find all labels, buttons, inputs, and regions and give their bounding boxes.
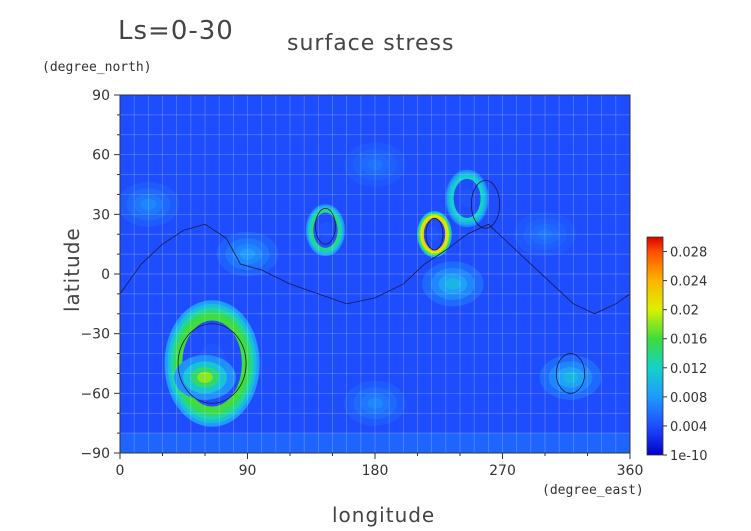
y-tick-label: −90 [80,446,110,462]
y-tick-label: 60 [92,148,110,164]
north-band-blob-3 [367,159,383,171]
hellas-ring-ring-4 [176,314,248,413]
olympus-contour [470,180,501,229]
y-axis-units: (degree_north) [42,60,152,75]
season-label: Ls=0-30 [118,16,234,46]
colorbar-tick-label: 1e-10 [670,449,708,464]
chart-title: surface stress [287,31,455,56]
colorbar-tick-label: 0.024 [670,275,707,290]
tharsis-contour [425,217,444,251]
south-polar-band-blob-3 [367,397,383,409]
tharsis-south-blob-3 [445,278,461,290]
tharsis-west-ring-4 [421,216,448,253]
x-tick-label: 90 [239,463,257,479]
colorbar-tick-label: 0.004 [670,420,707,435]
colorbar-tick-label: 0.016 [670,333,707,348]
colorbar-tick-label: 0.028 [670,246,707,261]
elysium-ring-ring-4 [310,210,341,251]
grid [120,95,630,453]
y-tick-label: 30 [92,207,110,223]
tharsis-north-center [460,189,474,208]
y-tick-label: −30 [80,327,110,343]
dichotomy-contour [120,223,630,315]
stress-field [120,95,630,453]
colorbar: 1e-10 0.004 0.008 0.012 0.016 0.02 0.024 0.028 [646,236,708,464]
axes: 0 90 180 270 360 −90 −60 −30 0 30 60 90 [80,88,643,479]
argyre-blob-3 [562,371,579,384]
x-tick-label: 180 [362,463,389,479]
arabia-blob-3 [140,198,157,210]
topography-contours [120,180,630,404]
colorbar-tick-label: 0.012 [670,362,707,377]
isidis-blob-3 [239,248,256,260]
elysium-contour [315,207,336,245]
x-tick-label: 360 [617,463,644,479]
south-polar-calm [120,433,630,453]
y-tick-label: 90 [92,88,110,104]
y-tick-label: −60 [80,386,110,402]
argyre-contour [555,353,586,394]
colorbar-tick-label: 0.008 [670,391,707,406]
x-axis-units: (degree_east) [542,483,644,498]
x-tick-label: 270 [489,463,516,479]
colorbar-gradient [646,236,664,456]
colorbar-tick-label: 0.02 [670,304,699,319]
x-tick-label: 0 [116,463,125,479]
elysium-ring-center [319,222,332,239]
chryse-blob-3 [537,228,553,240]
x-axis-label: longitude [332,503,436,527]
y-tick-label: 0 [101,267,110,283]
tharsis-north-ring-4 [450,176,484,221]
hellas-core-blob-3 [197,371,213,384]
tharsis-west-center [429,227,440,242]
hellas-contour [177,323,247,404]
